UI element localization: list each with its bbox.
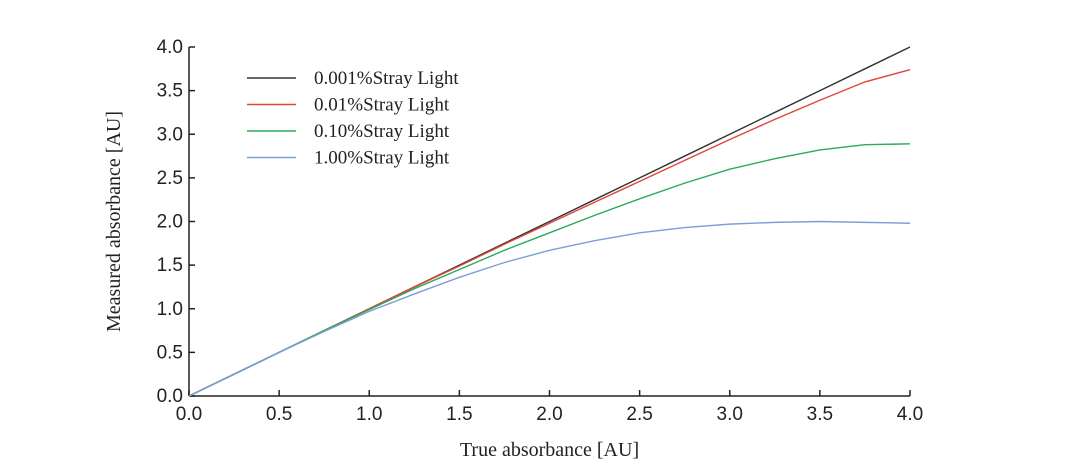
x-tick-label: 0.5 [266, 404, 292, 425]
x-ticks: 0.0 0.5 1.0 1.5 2.0 2.5 3.0 3.5 4.0 [176, 390, 923, 425]
legend-label-0: 0.001%Stray Light [314, 68, 459, 89]
y-axis-title: Measured absorbance [AU] [103, 111, 125, 332]
x-tick-label: 3.5 [807, 404, 833, 425]
x-axis-title: True absorbance [AU] [460, 439, 639, 461]
y-tick-label: 3.0 [157, 124, 183, 145]
legend-label-1: 0.01%Stray Light [314, 95, 450, 116]
y-tick-label: 0.5 [157, 342, 183, 363]
y-tick-label: 2.5 [157, 168, 183, 189]
x-tick-label: 0.0 [176, 404, 202, 425]
x-tick-label: 1.0 [356, 404, 382, 425]
legend-label-3: 1.00%Stray Light [314, 148, 450, 169]
x-tick-label: 3.0 [717, 404, 743, 425]
x-tick-label: 4.0 [897, 404, 923, 425]
y-tick-label: 1.0 [157, 299, 183, 320]
x-tick-label: 2.5 [626, 404, 652, 425]
y-tick-label: 1.5 [157, 255, 183, 276]
series-group [188, 46, 911, 397]
y-tick-label: 0.0 [157, 386, 183, 407]
series-line-3 [188, 220, 911, 397]
x-tick-label: 1.5 [446, 404, 472, 425]
y-tick-label: 3.5 [157, 81, 183, 102]
y-ticks: 0.0 0.5 1.0 1.5 2.0 2.5 3.0 3.5 4.0 [157, 37, 195, 407]
legend-label-2: 0.10%Stray Light [314, 121, 450, 142]
y-tick-label: 2.0 [157, 212, 183, 233]
x-tick-label: 2.0 [536, 404, 562, 425]
legend: 0.001%Stray Light 0.01%Stray Light 0.10%St… [247, 68, 459, 169]
y-tick-label: 4.0 [157, 37, 183, 58]
series-line-2 [188, 143, 911, 397]
